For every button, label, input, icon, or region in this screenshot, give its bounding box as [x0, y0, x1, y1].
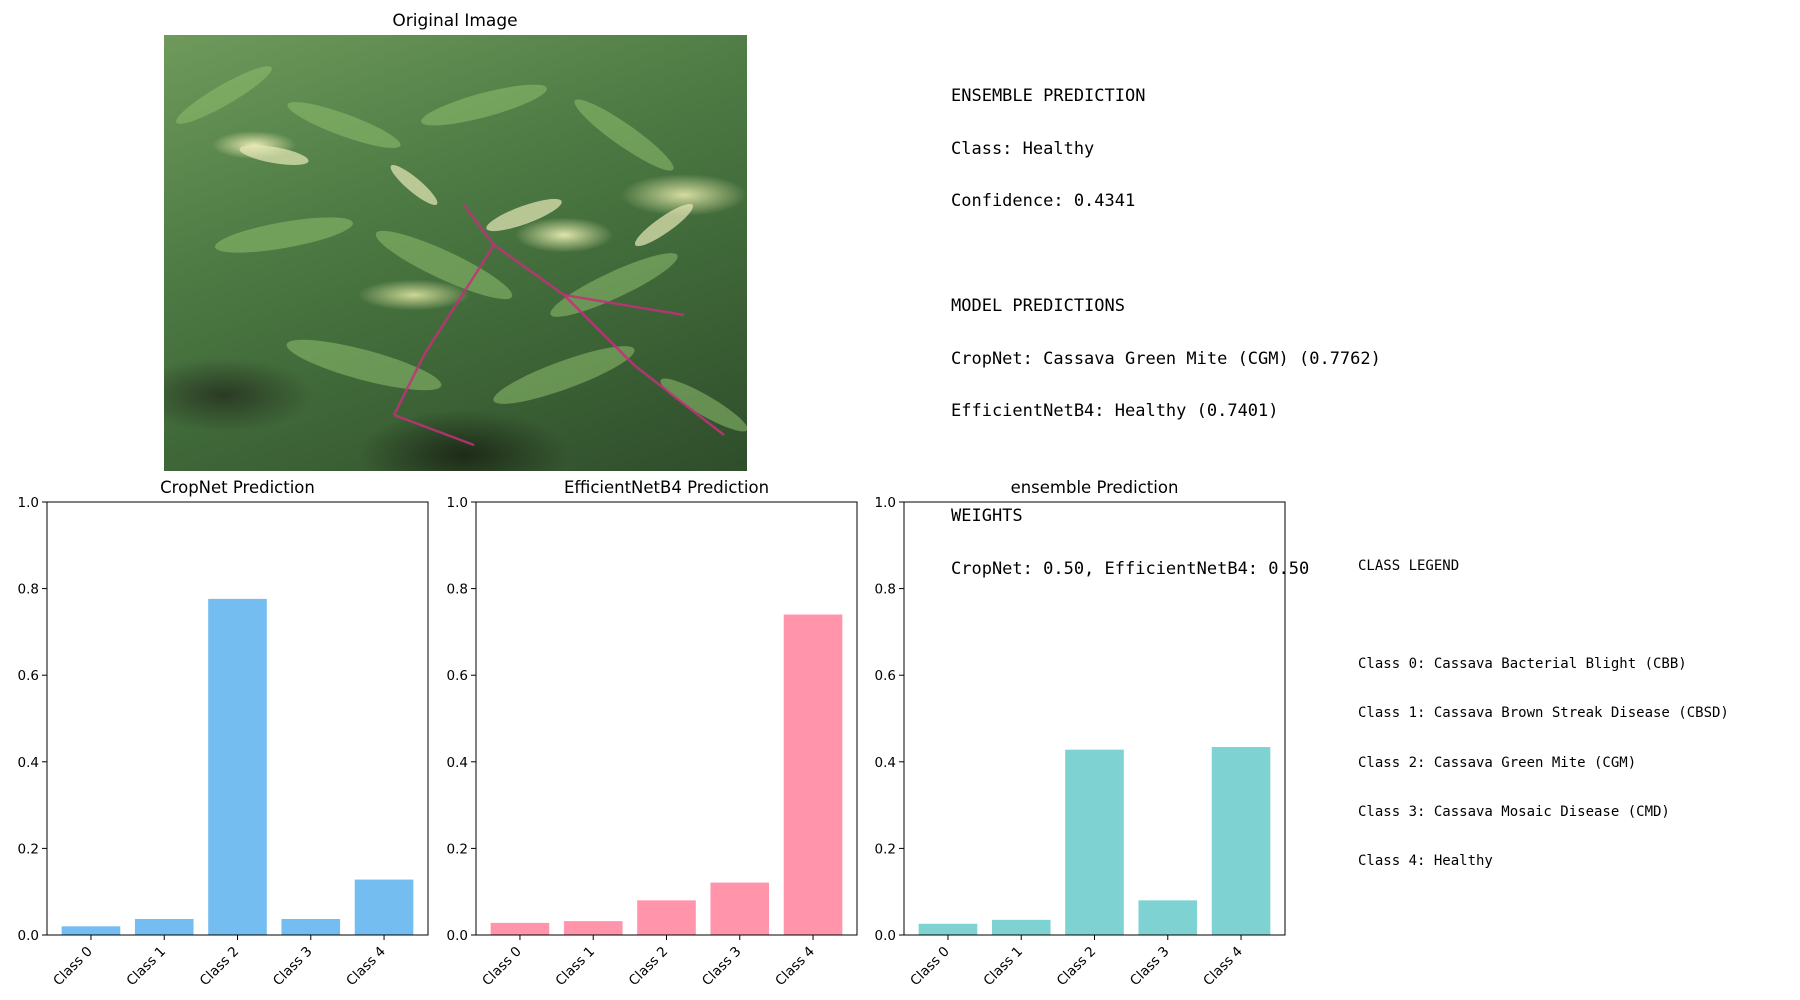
- chart-2-xtick-label-2: Class 2: [1054, 944, 1100, 990]
- efficientnet-prediction-line: EfficientNetB4: Healthy (0.7401): [951, 401, 1279, 421]
- model-predictions-heading: MODEL PREDICTIONS: [951, 296, 1125, 316]
- chart-2-bar-0: [918, 923, 978, 935]
- chart-0-ytick-label-0: 0.0: [18, 928, 39, 944]
- chart-0-ytick-label-3: 0.6: [18, 668, 39, 684]
- prediction-info-panel: ENSEMBLE PREDICTION Class: Healthy Confi…: [951, 53, 1381, 596]
- chart-1-bar-0: [490, 922, 550, 935]
- weights-line: CropNet: 0.50, EfficientNetB4: 0.50: [951, 558, 1310, 579]
- chart-1-ytick-label-5: 1.0: [447, 495, 468, 511]
- legend-line-class-4: Class 4: Healthy: [1358, 853, 1493, 870]
- chart-0-ytick-label-5: 1.0: [18, 495, 39, 511]
- legend-heading: CLASS LEGEND: [1358, 557, 1460, 574]
- ensemble-heading: ENSEMBLE PREDICTION: [951, 86, 1146, 106]
- chart-1-xtick-label-2: Class 2: [626, 944, 672, 990]
- chart-0-bar-4: [354, 879, 414, 935]
- weights-heading: WEIGHTS: [951, 506, 1023, 526]
- chart-0-bar-0: [61, 926, 121, 935]
- chart-0-xtick-label-3: Class 3: [270, 944, 316, 990]
- image-title: Original Image: [392, 11, 518, 31]
- chart-1-bar-2: [637, 900, 696, 935]
- chart-1-ytick-label-1: 0.2: [447, 841, 468, 857]
- chart-0-xtick-label-0: Class 0: [50, 944, 96, 990]
- chart-0-xtick-label-1: Class 1: [124, 944, 170, 990]
- chart-2-bar-3: [1138, 900, 1198, 935]
- chart-0-ytick-label-2: 0.4: [18, 755, 39, 771]
- chart-0-title: CropNet Prediction: [160, 478, 315, 497]
- chart-2-xtick-label-4: Class 4: [1200, 944, 1246, 990]
- chart-0-ytick-label-4: 0.8: [18, 582, 39, 598]
- leaf-illustration: [176, 66, 747, 447]
- chart-1-bar-1: [563, 921, 623, 935]
- legend-line-class-1: Class 1: Cassava Brown Streak Disease (C…: [1358, 705, 1729, 722]
- original-image: [164, 35, 747, 471]
- legend-line-class-0: Class 0: Cassava Bacterial Blight (CBB): [1358, 656, 1687, 673]
- chart-1-bar-4: [783, 614, 843, 935]
- chart-1-frame: [475, 501, 858, 936]
- cropnet-prediction-line: CropNet: Cassava Green Mite (CGM) (0.776…: [951, 348, 1381, 369]
- chart-1-ytick-label-0: 0.0: [447, 928, 468, 944]
- chart-0-ytick-label-1: 0.2: [18, 841, 39, 857]
- chart-1-xtick-label-1: Class 1: [553, 944, 599, 990]
- chart-2-xtick-label-3: Class 3: [1127, 944, 1173, 990]
- legend-line-class-3: Class 3: Cassava Mosaic Disease (CMD): [1358, 803, 1670, 820]
- chart-0-xtick-label-2: Class 2: [197, 944, 243, 990]
- chart-0-bar-3: [281, 918, 341, 935]
- chart-2-xtick-label-0: Class 0: [907, 944, 953, 990]
- chart-1-xtick-label-0: Class 0: [479, 944, 525, 990]
- legend-line-class-2: Class 2: Cassava Green Mite (CGM): [1358, 754, 1637, 771]
- chart-2-ytick-label-3: 0.6: [875, 668, 896, 684]
- chart-1-ytick-label-3: 0.6: [447, 668, 468, 684]
- chart-2-ytick-label-1: 0.2: [875, 841, 896, 857]
- chart-2-frame: [903, 501, 1286, 936]
- chart-0-frame: [46, 501, 429, 936]
- chart-2-bar-2: [1065, 749, 1124, 935]
- chart-1-bar-3: [710, 882, 770, 935]
- chart-2-bar-4: [1211, 747, 1271, 935]
- chart-1-ytick-label-4: 0.8: [447, 582, 468, 598]
- chart-0-xtick-label-4: Class 4: [343, 944, 389, 990]
- chart-1-ytick-label-2: 0.4: [447, 755, 468, 771]
- chart-0-bar-1: [134, 918, 194, 935]
- chart-2-xtick-label-1: Class 1: [981, 944, 1027, 990]
- ensemble-class: Class: Healthy: [951, 138, 1095, 159]
- chart-2-ytick-label-2: 0.4: [875, 755, 896, 771]
- chart-2-ytick-label-4: 0.8: [875, 582, 896, 598]
- chart-2-ytick-label-0: 0.0: [875, 928, 896, 944]
- chart-2-ytick-label-5: 1.0: [875, 495, 896, 511]
- chart-2-bar-1: [991, 919, 1051, 935]
- chart-1-xtick-label-4: Class 4: [772, 944, 818, 990]
- class-legend: CLASS LEGEND Class 0: Cassava Bacterial …: [1358, 525, 1729, 886]
- chart-0-bar-2: [208, 598, 267, 935]
- chart-2-title: ensemble Prediction: [1011, 478, 1179, 497]
- chart-1-xtick-label-3: Class 3: [699, 944, 745, 990]
- ensemble-confidence: Confidence: 0.4341: [951, 191, 1136, 211]
- chart-1-title: EfficientNetB4 Prediction: [564, 478, 769, 497]
